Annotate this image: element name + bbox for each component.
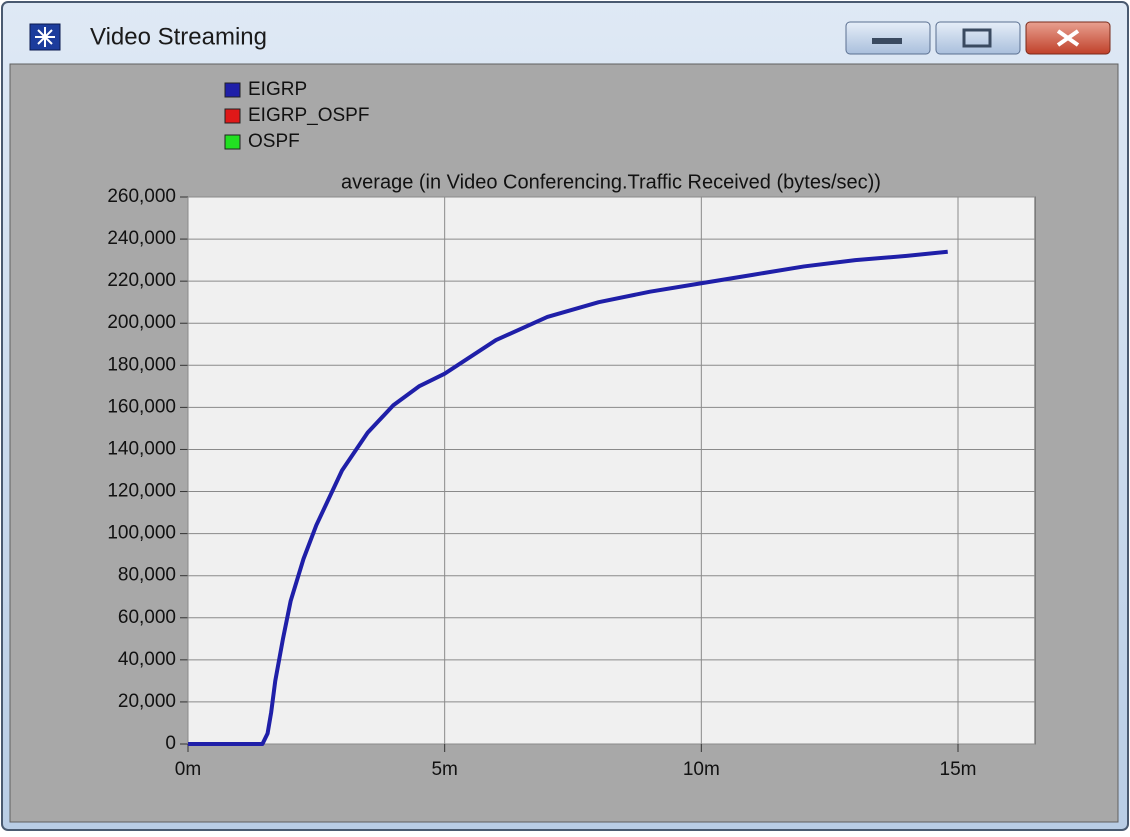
legend-label: OSPF [248,131,300,152]
x-tick-label: 15m [940,759,977,780]
y-tick-label: 220,000 [107,270,176,291]
y-tick-label: 180,000 [107,354,176,375]
y-tick-label: 160,000 [107,396,176,417]
close-glyph [1056,29,1080,47]
y-tick-label: 260,000 [107,186,176,207]
y-tick-label: 20,000 [118,691,176,712]
maximize-button[interactable] [935,21,1021,55]
legend-swatch [224,82,241,98]
series-line [188,249,948,746]
y-tick-label: 60,000 [118,607,176,628]
y-tick-label: 240,000 [107,228,176,249]
legend-swatch [224,108,241,124]
y-tick-label: 200,000 [107,312,176,333]
y-tick-label: 120,000 [107,481,176,502]
window-icon-star [35,27,55,47]
x-tick-label: 5m [431,759,457,780]
y-tick-label: 80,000 [118,565,176,586]
y-tick-label: 100,000 [107,523,176,544]
y-tick-label: 140,000 [107,438,176,459]
chart-title: average (in Video Conferencing.Traffic R… [341,171,881,193]
legend-label: EIGRP_OSPF [248,105,369,126]
legend-swatch [224,134,241,150]
minimize-glyph [872,38,902,44]
x-tick-label: 10m [683,759,720,780]
y-tick-label: 0 [165,733,176,754]
x-tick-label: 0m [175,759,201,780]
y-tick-label: 40,000 [118,649,176,670]
plot-area [187,196,1036,745]
maximize-glyph [962,28,992,48]
window-title: Video Streaming [90,23,267,50]
legend-label: EIGRP [248,79,307,100]
